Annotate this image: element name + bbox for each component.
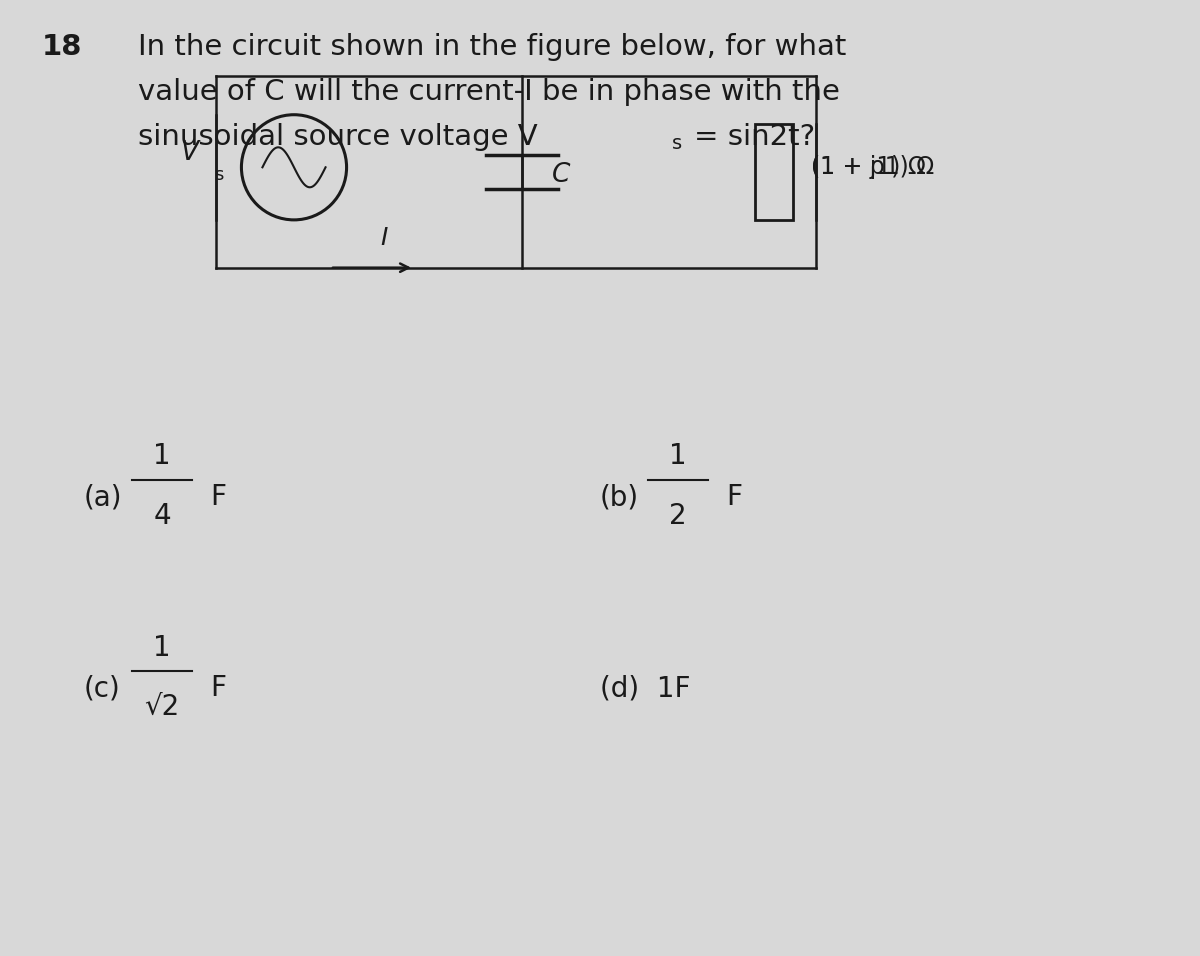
Text: s: s xyxy=(214,166,223,184)
Text: s: s xyxy=(672,134,682,153)
Text: value of C will the current-I be in phase with the: value of C will the current-I be in phas… xyxy=(138,78,840,106)
Text: F: F xyxy=(210,483,226,511)
Text: √2: √2 xyxy=(144,693,180,721)
Text: V: V xyxy=(181,140,199,166)
Text: F: F xyxy=(210,674,226,703)
Text: (a): (a) xyxy=(84,483,122,511)
Text: (d)  1F: (d) 1F xyxy=(600,674,690,703)
Text: F: F xyxy=(726,483,742,511)
Text: (1 + ρ1) Ω: (1 + ρ1) Ω xyxy=(811,155,935,180)
Text: (c): (c) xyxy=(84,674,121,703)
Text: 1: 1 xyxy=(154,443,170,470)
Text: I: I xyxy=(380,227,388,250)
Text: 18: 18 xyxy=(42,33,83,61)
Text: (b): (b) xyxy=(600,483,640,511)
Text: 2: 2 xyxy=(670,502,686,530)
Text: (1 + j1) Ω: (1 + j1) Ω xyxy=(811,155,926,180)
Text: 1: 1 xyxy=(154,634,170,662)
Text: C: C xyxy=(552,162,570,188)
Text: In the circuit shown in the figure below, for what: In the circuit shown in the figure below… xyxy=(138,33,846,61)
Text: sinusoidal source voltage V: sinusoidal source voltage V xyxy=(138,123,538,151)
Bar xyxy=(755,124,793,220)
Text: 4: 4 xyxy=(154,502,170,530)
Text: 1: 1 xyxy=(670,443,686,470)
Text: = sin2t?: = sin2t? xyxy=(694,123,815,151)
